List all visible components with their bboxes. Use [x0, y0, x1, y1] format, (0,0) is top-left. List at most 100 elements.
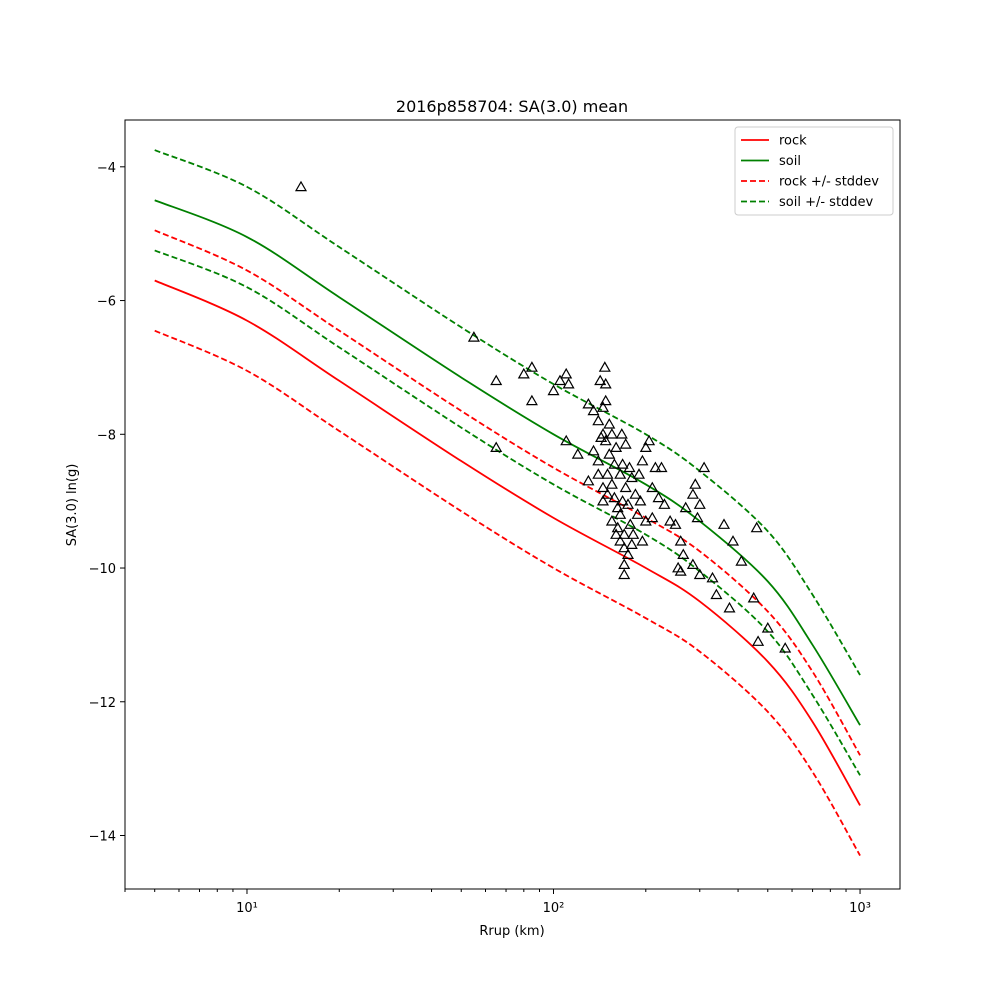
observation-point — [599, 377, 612, 389]
observation-point — [605, 514, 618, 526]
x-tick-label: 10³ — [849, 901, 871, 916]
observation-point — [603, 448, 616, 459]
observation-point — [618, 568, 631, 580]
x-tick-label: 10² — [543, 901, 565, 916]
observation-point — [596, 494, 610, 506]
observation-point — [761, 621, 774, 633]
observation-point — [490, 441, 503, 452]
observation-point — [614, 508, 627, 519]
observation-point — [560, 434, 573, 446]
observation-point — [587, 444, 600, 456]
observation-point — [592, 414, 605, 426]
observation-point — [631, 508, 644, 519]
observation-point — [698, 461, 711, 473]
observation-point — [598, 361, 611, 372]
observation-points — [294, 180, 792, 653]
observation-point — [706, 571, 719, 583]
observation-point — [592, 454, 605, 466]
observation-point — [616, 494, 629, 506]
observation-point — [553, 374, 567, 386]
observation-point — [605, 428, 618, 439]
observation-point — [525, 394, 538, 406]
observation-point — [679, 501, 692, 513]
legend-label: soil — [779, 154, 801, 169]
chart-title: 2016p858704: SA(3.0) mean — [396, 97, 628, 116]
observation-point — [726, 535, 740, 546]
observation-point — [608, 458, 621, 469]
observation-point — [649, 461, 662, 473]
legend-box — [734, 126, 894, 216]
observation-point — [624, 518, 637, 529]
y-tick-label: −12 — [89, 696, 116, 711]
observation-point — [601, 488, 614, 499]
observation-point — [689, 478, 702, 489]
y-tick-label: −4 — [97, 161, 116, 176]
y-tick-label: −8 — [97, 428, 116, 443]
observation-point — [646, 511, 659, 523]
observation-point — [618, 528, 631, 539]
legend-label: soil +/- stddev — [779, 195, 874, 210]
observation-point — [582, 474, 595, 486]
observation-point — [686, 488, 699, 499]
observation-point — [490, 374, 503, 386]
x-tick-label: 10¹ — [236, 901, 258, 916]
observation-point — [592, 468, 605, 479]
observation-point — [621, 498, 635, 509]
legend-label: rock — [779, 134, 807, 149]
observation-point — [614, 468, 627, 479]
observation-point — [571, 448, 584, 459]
observation-point — [779, 642, 792, 653]
observation-point — [616, 458, 629, 469]
observation-point — [594, 374, 607, 386]
observation-point — [596, 401, 610, 412]
series-line-2 — [154, 229, 861, 756]
series-line-5 — [154, 249, 861, 776]
series-line-4 — [154, 149, 861, 676]
plot-frame — [124, 119, 901, 890]
observation-point — [611, 521, 624, 533]
observation-point — [752, 635, 765, 646]
y-tick-label: −6 — [97, 295, 116, 310]
x-axis-label: Rrup (km) — [479, 924, 544, 939]
legend: rock soil rock +/- stddev soil +/- stddev — [734, 126, 894, 216]
series-line-3 — [154, 329, 861, 857]
y-tick-label: −10 — [89, 562, 116, 577]
series-line-0 — [154, 279, 861, 806]
y-tick-label: −14 — [89, 830, 116, 845]
observation-point — [735, 555, 748, 566]
observation-point — [686, 558, 699, 570]
observation-point — [717, 518, 731, 529]
observation-point — [646, 481, 659, 493]
y-axis-label: SA(3.0) ln(g) — [65, 464, 80, 547]
observation-point — [621, 548, 635, 560]
observation-point — [619, 438, 632, 449]
observation-point — [599, 394, 612, 406]
observation-point — [669, 518, 682, 529]
observation-point — [614, 535, 627, 546]
observation-point — [674, 535, 687, 546]
observation-point — [599, 434, 612, 446]
observation-point — [547, 384, 560, 396]
observation-point — [294, 180, 308, 192]
observation-point — [610, 441, 623, 452]
observation-point — [562, 377, 575, 389]
axes: −14 −12 −10 −8 −6 −4 10¹ 10² 10³ — [89, 119, 901, 916]
observation-point — [618, 558, 631, 570]
observation-point — [658, 498, 671, 509]
observation-point — [664, 514, 677, 526]
observation-point — [560, 367, 573, 379]
observation-point — [525, 361, 538, 372]
observation-point — [608, 491, 621, 503]
observation-point — [629, 488, 642, 499]
observation-point — [618, 541, 631, 553]
observation-point — [605, 478, 618, 489]
observation-point — [639, 441, 652, 452]
legend-label: rock +/- stddev — [779, 175, 879, 190]
observation-point — [693, 568, 706, 580]
observation-point — [603, 418, 616, 429]
observation-point — [596, 481, 610, 493]
observation-point — [723, 601, 736, 613]
observation-point — [517, 367, 530, 379]
observation-point — [710, 588, 723, 600]
